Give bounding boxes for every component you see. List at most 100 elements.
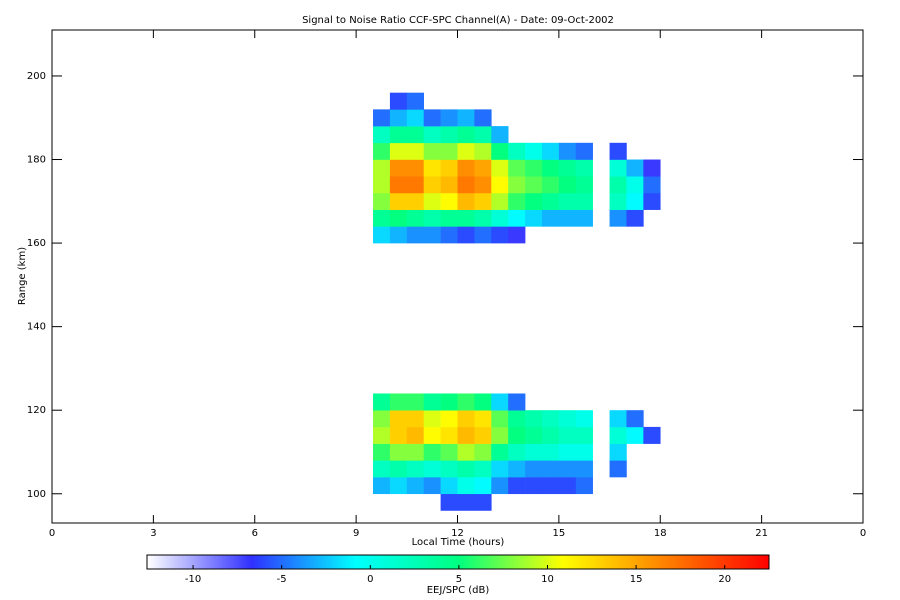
heatmap-cell <box>508 159 526 177</box>
colorbar-swatch <box>637 555 640 569</box>
heatmap-cell <box>474 142 492 160</box>
colorbar-swatch <box>189 555 192 569</box>
colorbar-swatch <box>719 555 722 569</box>
colorbar-swatch <box>191 555 194 569</box>
heatmap-cell <box>558 443 577 461</box>
heatmap-cell <box>373 426 391 444</box>
colorbar-swatch <box>471 555 474 569</box>
colorbar-swatch <box>729 555 732 569</box>
colorbar-swatch <box>525 555 528 569</box>
colorbar-swatch <box>219 555 222 569</box>
colorbar-swatch <box>217 555 220 569</box>
heatmap-cell <box>609 159 627 177</box>
colorbar-swatch <box>547 555 550 569</box>
colorbar-swatch <box>345 555 348 569</box>
colorbar-swatch <box>287 555 290 569</box>
colorbar-swatch <box>751 555 754 569</box>
heatmap-cell <box>609 410 627 428</box>
heatmap-cell <box>440 393 458 411</box>
colorbar-swatch <box>169 555 172 569</box>
colorbar-swatch <box>679 555 682 569</box>
heatmap-cell <box>558 477 577 495</box>
heatmap-cell <box>474 493 492 511</box>
heatmap-cell <box>525 477 543 495</box>
colorbar-swatch <box>733 555 736 569</box>
colorbar-swatch <box>721 555 724 569</box>
heatmap-cell <box>406 426 425 444</box>
colorbar-swatch <box>629 555 632 569</box>
colorbar-swatch <box>295 555 298 569</box>
colorbar-swatch <box>619 555 622 569</box>
heatmap-cell <box>389 142 408 160</box>
colorbar-swatch <box>457 555 460 569</box>
heatmap-cell <box>558 192 577 210</box>
colorbar-swatch <box>149 555 152 569</box>
heatmap-cell <box>440 460 458 478</box>
chart-title: Signal to Noise Ratio CCF-SPC Channel(A)… <box>302 15 614 26</box>
colorbar-swatch <box>235 555 238 569</box>
heatmap-cell <box>609 209 627 227</box>
colorbar-swatch <box>267 555 270 569</box>
heatmap-cell <box>474 443 492 461</box>
colorbar-swatch <box>581 555 584 569</box>
colorbar-swatch <box>399 555 402 569</box>
colorbar-swatch <box>511 555 514 569</box>
heatmap-cell <box>373 142 391 160</box>
colorbar-swatch <box>297 555 300 569</box>
colorbar-swatch <box>301 555 304 569</box>
colorbar-swatch <box>233 555 236 569</box>
heatmap-cell <box>389 477 408 495</box>
heatmap-cell <box>423 477 441 495</box>
colorbar-swatch <box>291 555 294 569</box>
heatmap-cell <box>508 226 526 244</box>
colorbar-swatch <box>499 555 502 569</box>
heatmap-cell <box>457 393 475 411</box>
colorbar-swatch <box>611 555 614 569</box>
heatmap-cell <box>373 410 391 428</box>
colorbar-swatch <box>495 555 498 569</box>
heatmap-cell <box>525 176 543 194</box>
colorbar-swatch <box>265 555 268 569</box>
heatmap-cell <box>508 477 526 495</box>
heatmap-cell <box>457 226 475 244</box>
colorbar-swatch <box>541 555 544 569</box>
heatmap-cell <box>406 109 425 127</box>
colorbar-swatch <box>621 555 624 569</box>
colorbar-swatch <box>361 555 364 569</box>
heatmap-cell <box>373 176 391 194</box>
colorbar-swatch <box>753 555 756 569</box>
colorbar-swatch <box>353 555 356 569</box>
heatmap-cell <box>389 460 408 478</box>
colorbar-swatch <box>367 555 370 569</box>
heatmap-cell <box>373 109 391 127</box>
heatmap-cell <box>491 142 509 160</box>
heatmap-cell <box>491 226 509 244</box>
heatmap-cell <box>457 142 475 160</box>
colorbar-swatch <box>247 555 250 569</box>
heatmap-cell <box>609 142 627 160</box>
heatmap-cell <box>440 410 458 428</box>
colorbar-swatch <box>623 555 626 569</box>
colorbar-swatch <box>349 555 352 569</box>
colorbar-swatch <box>411 555 414 569</box>
colorbar-swatch <box>595 555 598 569</box>
heatmap-cell <box>491 209 509 227</box>
colorbar-tick-label: -5 <box>277 574 287 585</box>
colorbar-swatch <box>735 555 738 569</box>
colorbar-swatch <box>613 555 616 569</box>
colorbar-swatch <box>477 555 480 569</box>
heatmap-cell <box>508 176 526 194</box>
colorbar-swatch <box>451 555 454 569</box>
colorbar-swatch <box>617 555 620 569</box>
heatmap-cell <box>525 443 543 461</box>
heatmap-cell <box>541 192 560 210</box>
heatmap-cell <box>626 209 644 227</box>
colorbar-swatch <box>381 555 384 569</box>
colorbar-swatch <box>321 555 324 569</box>
heatmap-cell <box>457 126 475 144</box>
colorbar-swatch <box>199 555 202 569</box>
heatmap-cell <box>373 209 391 227</box>
colorbar-swatch <box>601 555 604 569</box>
colorbar-swatch <box>273 555 276 569</box>
colorbar-swatch <box>431 555 434 569</box>
